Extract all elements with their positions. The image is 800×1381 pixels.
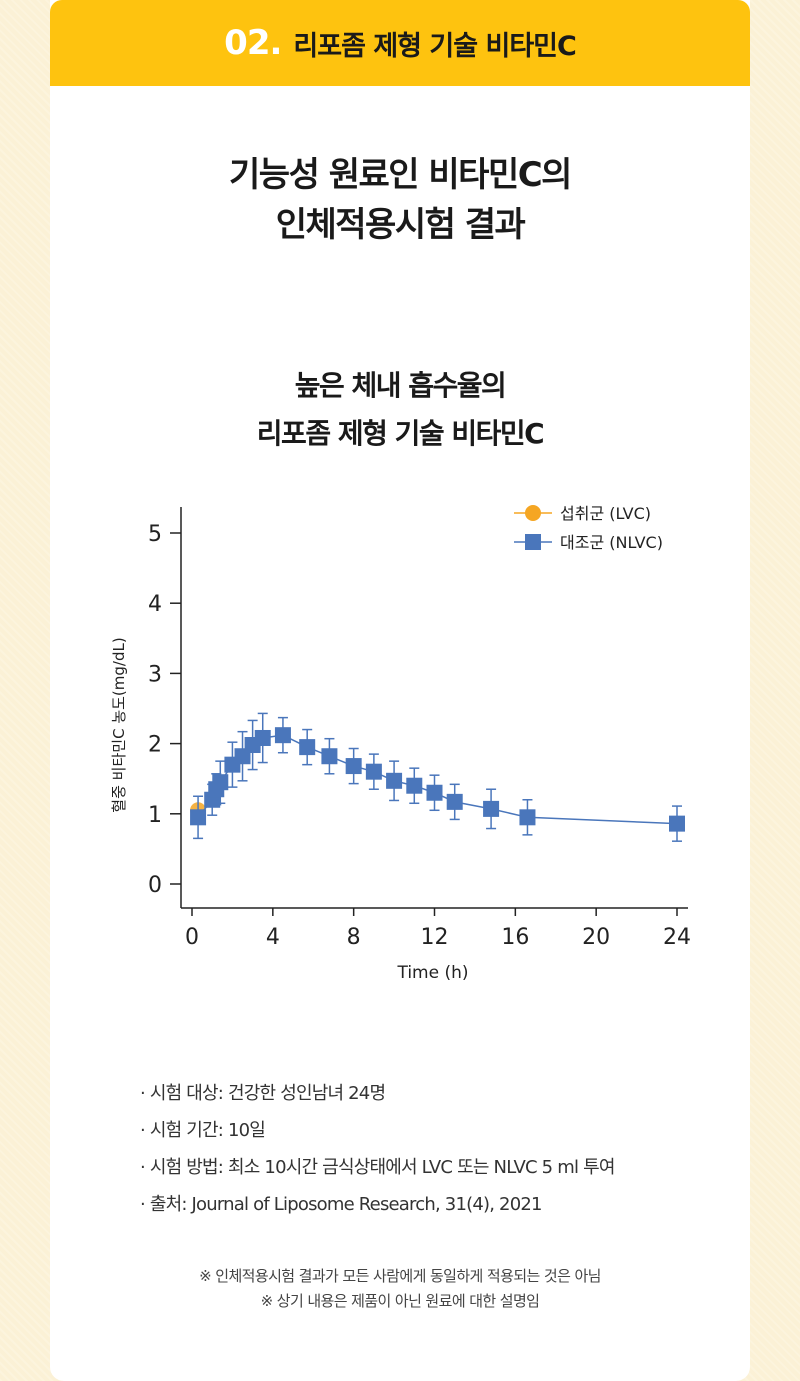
legend-marker-nlvc [525,534,541,550]
disclaimer-line-1: ※ 인체적용시험 결과가 모든 사람에게 동일하게 적용되는 것은 아님 [199,1267,601,1285]
x-axis-label: Time (h) [396,963,468,983]
y-axis-label: 혈중 비타민C 농도(mg/dL) [110,637,128,812]
y-ticks: 0 1 2 3 4 5 [148,522,181,898]
section-title: 리포좀 제형 기술 비타민C [293,30,576,62]
headline-line-1: 기능성 원료인 비타민C의 [229,155,572,195]
legend-label-lvc: 섭취군 (LVC) [560,504,651,523]
chart-legend: 섭취군 (LVC) 대조군 (NLVC) [514,504,663,552]
data-point-nlvc [321,748,338,765]
disclaimer-line-2: ※ 상기 내용은 제품이 아닌 원료에 대한 설명임 [260,1292,540,1310]
chart-heading-line-1: 높은 체내 흡수율의 [294,369,507,402]
data-point-nlvc [406,777,423,794]
note-duration: · 시험 기간: 10일 [140,1120,266,1141]
y-tick-label: 1 [148,803,162,828]
y-tick-label: 2 [148,733,162,758]
data-point-nlvc [212,774,229,791]
headline-line-2: 인체적용시험 결과 [275,205,526,245]
x-tick-label: 8 [347,925,361,950]
y-tick-label: 3 [148,662,162,687]
data-point-nlvc [254,729,271,746]
x-tick-label: 4 [266,925,280,950]
chart-heading: 높은 체내 흡수율의 리포좀 제형 기술 비타민C [50,362,750,458]
chart-heading-line-2: 리포좀 제형 기술 비타민C [256,417,545,450]
x-tick-label: 16 [501,925,529,950]
section-number: 02. [224,23,282,63]
data-point-nlvc [483,800,500,817]
data-point-nlvc [299,739,316,756]
section-banner: 02. 리포좀 제형 기술 비타민C [50,0,750,86]
data-point-nlvc [190,809,207,826]
data-point-nlvc [365,763,382,780]
chart-axes [180,507,688,909]
x-tick-label: 24 [663,925,691,950]
x-tick-label: 0 [185,925,199,950]
data-point-nlvc [386,772,403,789]
y-tick-label: 5 [148,522,162,547]
x-tick-label: 12 [421,925,449,950]
disclaimer: ※ 인체적용시험 결과가 모든 사람에게 동일하게 적용되는 것은 아님 ※ 상… [50,1264,750,1314]
series-nlvc [190,712,685,842]
content-card [50,0,750,1381]
data-point-nlvc [669,815,685,832]
headline: 기능성 원료인 비타민C의 인체적용시험 결과 [50,150,750,250]
study-notes: · 시험 대상: 건강한 성인남녀 24명 · 시험 기간: 10일 · 시험 … [140,1075,740,1223]
x-ticks: 0 4 8 12 16 20 24 [185,908,691,950]
note-source: · 출처: Journal of Liposome Research, 31(4… [140,1194,542,1215]
data-point-nlvc [446,793,463,810]
data-point-nlvc [345,758,362,775]
note-method: · 시험 방법: 최소 10시간 금식상태에서 LVC 또는 NLVC 5 ml… [140,1157,615,1178]
y-tick-label: 4 [148,592,162,617]
data-point-nlvc [426,784,443,801]
y-tick-label: 0 [148,873,162,898]
note-subjects: · 시험 대상: 건강한 성인남녀 24명 [140,1083,386,1104]
x-tick-label: 20 [582,925,610,950]
legend-label-nlvc: 대조군 (NLVC) [560,533,663,552]
legend-marker-lvc [525,505,541,521]
data-point-nlvc [519,809,536,826]
data-point-nlvc [274,727,291,744]
